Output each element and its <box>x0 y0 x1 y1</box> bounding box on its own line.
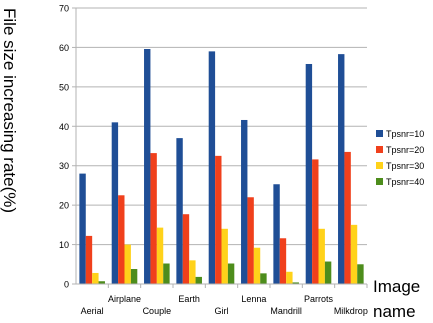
bar <box>338 54 345 285</box>
bar <box>189 260 196 284</box>
y-tick-label: 60 <box>59 43 69 53</box>
bar <box>98 281 105 284</box>
x-tick-label: Mandrill <box>270 306 302 316</box>
bar <box>182 214 190 284</box>
y-axis-label: File size increasing rate(%) <box>0 8 19 213</box>
bar <box>111 122 119 284</box>
bar <box>227 263 235 284</box>
y-tick-label: 50 <box>59 82 69 92</box>
x-tick-label: Airplane <box>108 294 141 304</box>
x-tick-label: Milkdrop <box>334 306 368 316</box>
bar <box>357 264 364 284</box>
bar <box>124 244 131 284</box>
bar <box>92 272 99 284</box>
bar <box>286 271 293 284</box>
bars <box>79 49 364 285</box>
x-tick-label: Lenna <box>241 294 266 304</box>
x-tick-label: Aerial <box>81 306 104 316</box>
bar <box>163 263 170 284</box>
bar <box>273 184 280 284</box>
legend-label: Tpsnr=30 <box>386 161 424 171</box>
x-tick-label: Couple <box>143 306 172 316</box>
y-tick-label: 0 <box>64 280 69 290</box>
x-tick-label: Parrots <box>304 294 334 304</box>
legend-swatch <box>376 162 383 169</box>
legend-label: Tpsnr=10 <box>386 129 424 139</box>
bar <box>312 159 319 284</box>
bar <box>156 227 164 284</box>
legend-label: Tpsnr=40 <box>386 177 424 187</box>
bar <box>247 197 254 284</box>
x-tick-label: Girl <box>215 306 229 316</box>
bar <box>241 119 248 284</box>
y-tick-label: 10 <box>59 240 69 250</box>
bar <box>130 269 138 284</box>
bar <box>253 247 261 284</box>
legend-label: Tpsnr=20 <box>386 145 424 155</box>
bar <box>79 173 86 284</box>
x-axis-label-line1: Image <box>373 277 420 296</box>
bar <box>305 63 313 284</box>
legend-swatch <box>376 146 383 153</box>
legend-swatch <box>376 130 383 137</box>
y-tick-label: 20 <box>59 201 69 211</box>
bar <box>318 228 325 284</box>
bar <box>324 261 332 284</box>
y-tick-labels: 0 10 20 30 40 50 60 70 <box>59 4 69 290</box>
axes <box>72 7 368 288</box>
y-tick-label: 40 <box>59 122 69 132</box>
y-tick-label: 70 <box>59 4 69 14</box>
bar <box>215 155 222 284</box>
x-axis-label-line2: name <box>373 302 416 321</box>
bar <box>208 51 216 284</box>
bar <box>118 195 125 284</box>
bar <box>350 224 358 284</box>
bar <box>176 138 183 284</box>
bar <box>144 49 151 285</box>
bar <box>150 153 157 284</box>
bar <box>279 238 287 284</box>
x-tick-label: Earth <box>178 294 200 304</box>
bar <box>344 151 351 284</box>
bar <box>292 282 299 284</box>
y-tick-label: 30 <box>59 161 69 171</box>
legend-swatch <box>376 178 383 185</box>
legend: Tpsnr=10 Tpsnr=20 Tpsnr=30 Tpsnr=40 <box>376 129 424 187</box>
bar <box>85 235 93 284</box>
bar <box>195 276 202 284</box>
bar <box>260 273 267 284</box>
bar <box>221 228 228 284</box>
